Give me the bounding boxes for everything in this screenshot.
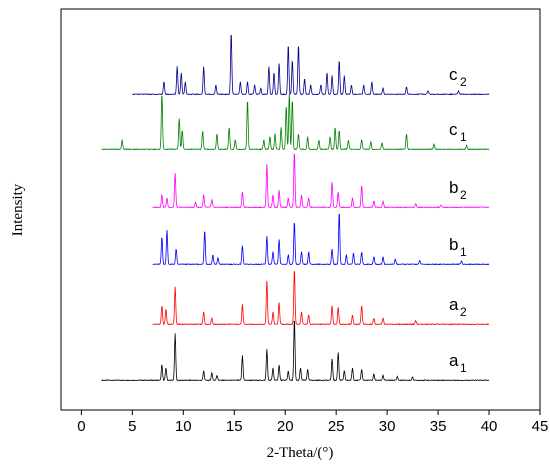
x-tick-label: 45 (532, 418, 549, 435)
x-tick-label: 40 (481, 418, 498, 435)
series-label-sub-b1: 1 (460, 245, 467, 259)
x-tick-label: 0 (77, 418, 85, 435)
series-labels: a 1a 2b 1b 2c 1c 2 (449, 65, 467, 375)
series-label-sub-a1: 1 (460, 361, 467, 375)
series-line-a1 (101, 320, 490, 382)
series-line-c2 (132, 34, 490, 96)
x-tick-label: 25 (328, 418, 345, 435)
x-tick-label: 30 (379, 418, 396, 435)
x-tick-label: 15 (226, 418, 243, 435)
x-axis-ticks: 0 5 10 15 20 25 30 35 40 45 (77, 410, 548, 435)
series-label-a2: a (449, 295, 459, 314)
series-label-a1: a (449, 351, 459, 370)
y-axis-title: Intensity (10, 183, 26, 236)
x-tick-label: 5 (128, 418, 136, 435)
series-label-b2: b (449, 178, 458, 197)
x-tick-label: 35 (430, 418, 447, 435)
series-label-b1: b (449, 235, 458, 254)
x-tick-label: 10 (175, 418, 192, 435)
series-label-c2: c (449, 65, 458, 84)
x-axis-title: 2-Theta/(°) (267, 445, 334, 461)
series-line-a2 (152, 271, 490, 326)
x-tick-label: 20 (277, 418, 294, 435)
series-line-c1 (101, 93, 490, 151)
series-label-sub-c2: 2 (460, 75, 467, 89)
series-layer (101, 34, 490, 382)
series-line-b2 (152, 153, 490, 209)
series-label-c1: c (449, 120, 458, 139)
series-label-sub-c1: 1 (460, 130, 467, 144)
plot-frame (60, 8, 541, 411)
series-label-sub-a2: 2 (460, 305, 467, 319)
series-label-sub-b2: 2 (460, 188, 467, 202)
series-line-b1 (152, 213, 490, 266)
